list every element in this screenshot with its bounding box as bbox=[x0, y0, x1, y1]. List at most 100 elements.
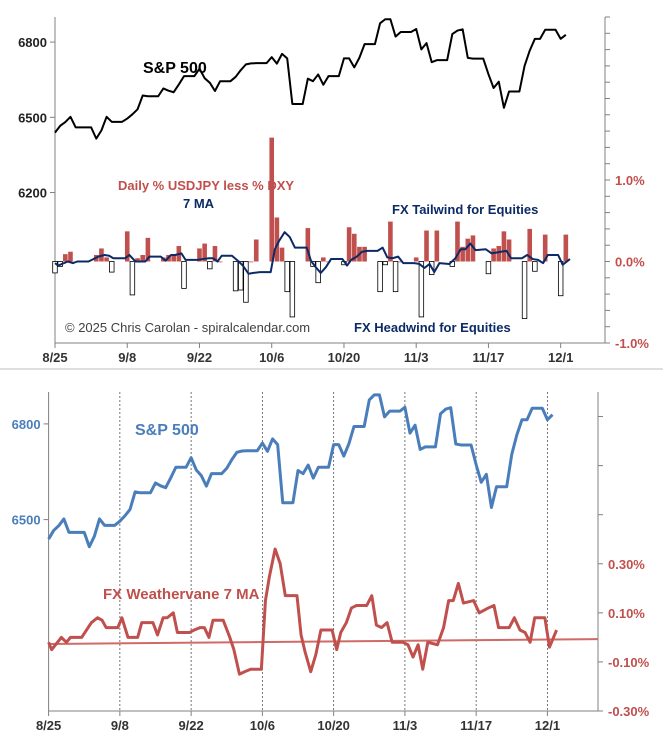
bar-negative bbox=[521, 261, 528, 319]
x-tick-label: 10/6 bbox=[259, 350, 284, 365]
weathervane-line bbox=[47, 547, 558, 676]
bar-positive bbox=[460, 246, 465, 262]
bar-negative bbox=[109, 261, 115, 273]
bar-positive bbox=[274, 217, 280, 262]
sp500-line bbox=[47, 393, 554, 549]
ma7-line bbox=[54, 231, 571, 275]
bar-negative bbox=[289, 261, 296, 318]
x-tick-label: 11/3 bbox=[404, 350, 429, 365]
bar-negative bbox=[418, 261, 425, 318]
bar-positive bbox=[465, 238, 471, 262]
tailwind-label: FX Tailwind for Equities bbox=[392, 202, 538, 217]
bar-positive bbox=[197, 248, 202, 262]
bar-positive bbox=[362, 246, 367, 262]
bottom-panel: 8/25 9/8 9/22 10/6 10/20 11/3 11/17 12/1 6500 680… bbox=[12, 392, 650, 733]
x-tick-label: 11/17 bbox=[473, 350, 505, 365]
left-tick-label: 6500 bbox=[18, 110, 47, 125]
bar-negative bbox=[207, 261, 213, 270]
left-tick-label: 6800 bbox=[18, 35, 47, 50]
x-tick-label: 9/22 bbox=[178, 718, 203, 733]
x-tick-label: 10/20 bbox=[328, 350, 361, 365]
bar-positive bbox=[501, 231, 507, 262]
bar-positive bbox=[68, 251, 73, 262]
bar-negative bbox=[382, 261, 388, 266]
bar-positive bbox=[145, 237, 151, 262]
bar-positive bbox=[217, 261, 223, 263]
bar-positive bbox=[563, 234, 569, 262]
right-tick-label: -0.10% bbox=[608, 655, 650, 670]
bars-label: Daily % USDJPY less % DXY bbox=[118, 178, 294, 193]
x-tick-label: 9/22 bbox=[187, 350, 212, 365]
bar-positive bbox=[202, 243, 207, 262]
bar-positive bbox=[346, 227, 352, 262]
bar-positive bbox=[248, 261, 254, 263]
bar-negative bbox=[238, 261, 244, 291]
bar-positive bbox=[351, 233, 357, 262]
bar-negative bbox=[284, 261, 290, 293]
bar-positive bbox=[413, 257, 419, 262]
sp500-line bbox=[54, 18, 567, 140]
right-tick-label: -0.30% bbox=[608, 704, 650, 719]
x-tick-label: 10/20 bbox=[317, 718, 350, 733]
bar-positive bbox=[491, 248, 496, 262]
bar-positive bbox=[542, 234, 548, 262]
left-tick-label: 6500 bbox=[12, 513, 41, 528]
bar-negative bbox=[181, 261, 187, 289]
bar-positive bbox=[398, 261, 404, 263]
right-tick-label: 0.0% bbox=[615, 255, 645, 270]
bar-positive bbox=[305, 228, 311, 262]
weathervane-label: FX Weathervane 7 MA bbox=[103, 586, 260, 603]
bar-positive bbox=[424, 230, 429, 262]
trend-line bbox=[48, 638, 599, 646]
left-tick-label: 6200 bbox=[18, 186, 47, 201]
x-tick-label: 9/8 bbox=[111, 718, 129, 733]
bottom-sp500-label: S&P 500 bbox=[135, 422, 199, 439]
bar-positive bbox=[470, 235, 476, 262]
bar-negative bbox=[392, 261, 399, 293]
bar-positive bbox=[455, 221, 460, 262]
bar-positive bbox=[506, 239, 512, 262]
bar-negative bbox=[52, 261, 58, 274]
right-tick-label: -1.0% bbox=[615, 336, 649, 351]
bar-negative bbox=[243, 261, 249, 303]
x-tick-label: 9/8 bbox=[118, 350, 136, 365]
bar-positive bbox=[135, 258, 140, 262]
bar-positive bbox=[253, 239, 259, 262]
headwind-label: FX Headwind for Equities bbox=[354, 320, 511, 335]
bar-positive bbox=[269, 137, 275, 262]
ma-label: 7 MA bbox=[183, 196, 215, 211]
bar-positive bbox=[171, 254, 176, 262]
x-tick-label: 11/3 bbox=[393, 718, 418, 733]
bar-negative bbox=[532, 261, 538, 272]
x-tick-label: 12/1 bbox=[535, 718, 560, 733]
bar-positive bbox=[104, 257, 109, 262]
x-tick-label: 11/17 bbox=[460, 718, 492, 733]
bar-negative bbox=[232, 261, 239, 292]
copyright-label: © 2025 Chris Carolan - spiralcalendar.co… bbox=[65, 320, 310, 335]
bar-positive bbox=[321, 257, 326, 262]
bar-positive bbox=[212, 246, 218, 262]
x-tick-label: 12/1 bbox=[548, 350, 573, 365]
bar-positive bbox=[279, 247, 285, 262]
bar-positive bbox=[496, 246, 502, 262]
top-sp500-label: S&P 500 bbox=[143, 60, 207, 77]
bar-negative bbox=[485, 261, 492, 275]
bar-negative bbox=[557, 261, 564, 297]
bar-positive bbox=[388, 221, 393, 262]
bar-positive bbox=[527, 228, 533, 262]
right-tick-label: 1.0% bbox=[615, 173, 645, 188]
right-tick-label: 0.10% bbox=[608, 606, 645, 621]
bar-positive bbox=[63, 254, 68, 262]
left-tick-label: 6800 bbox=[12, 417, 41, 432]
bar-positive bbox=[124, 231, 130, 262]
bar-negative bbox=[129, 261, 136, 296]
x-tick-label: 8/25 bbox=[36, 718, 61, 733]
top-panel: 8/25 9/8 9/22 10/6 10/20 11/3 11/17 12/1 6200 650… bbox=[18, 16, 649, 365]
right-tick-label: 0.30% bbox=[608, 557, 645, 572]
x-tick-label: 8/25 bbox=[42, 350, 67, 365]
bar-positive bbox=[140, 254, 146, 262]
bar-positive bbox=[434, 230, 440, 262]
bar-negative bbox=[377, 261, 383, 293]
x-tick-label: 10/6 bbox=[250, 718, 275, 733]
